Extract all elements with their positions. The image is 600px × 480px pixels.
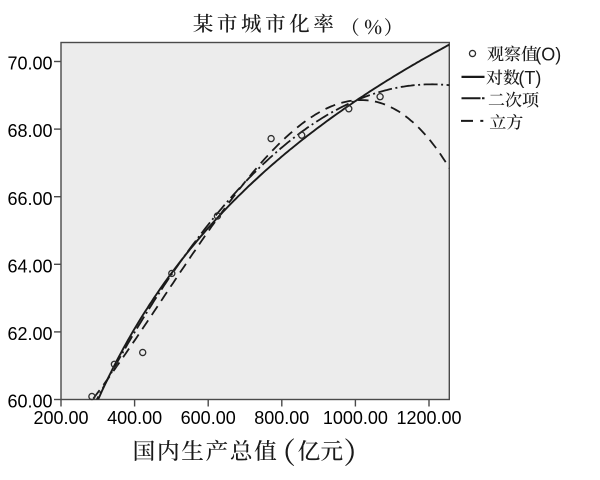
svg-text:400.00: 400.00: [107, 408, 162, 428]
svg-text:1000.00: 1000.00: [323, 408, 388, 428]
svg-text:70.00: 70.00: [7, 54, 52, 74]
svg-text:68.00: 68.00: [7, 121, 52, 141]
svg-text:800.00: 800.00: [254, 408, 309, 428]
svg-text:1200.00: 1200.00: [396, 408, 461, 428]
svg-text:60.00: 60.00: [7, 392, 52, 412]
svg-text:(O): (O): [535, 44, 561, 64]
svg-text:62.00: 62.00: [7, 324, 52, 344]
svg-text:600.00: 600.00: [181, 408, 236, 428]
svg-text:64.00: 64.00: [7, 256, 52, 276]
svg-text:(T): (T): [518, 68, 541, 88]
svg-text:200.00: 200.00: [33, 408, 88, 428]
svg-text:66.00: 66.00: [7, 189, 52, 209]
